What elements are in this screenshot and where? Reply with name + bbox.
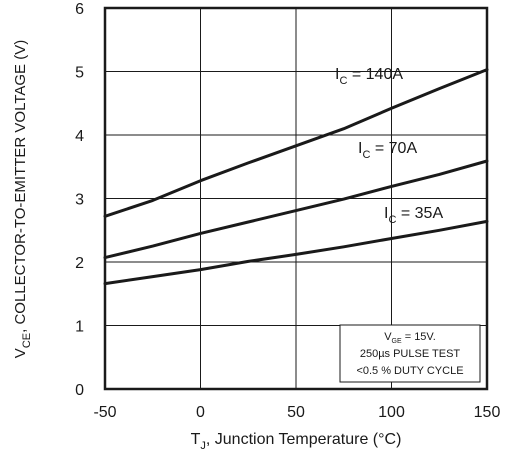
grid-lines: [105, 8, 487, 389]
x-tick-labels: -50 0 50 100 150: [93, 404, 500, 421]
y-tick-label: 4: [75, 128, 84, 145]
test-condition-pulse: 250µs PULSE TEST: [360, 348, 461, 360]
series-line-2: [103, 219, 489, 286]
y-tick-label: 1: [75, 319, 84, 336]
series-lines: [103, 68, 489, 286]
series-label-35a: IC = 35A: [384, 205, 443, 226]
x-tick-label: 150: [474, 404, 501, 421]
series-line-0: [103, 68, 489, 218]
y-tick-label: 6: [75, 1, 84, 18]
test-conditions-box: VGE = 15V. 250µs PULSE TEST <0.5 % DUTY …: [339, 324, 481, 383]
series-line-1: [103, 159, 489, 260]
y-tick-label: 2: [75, 255, 84, 272]
series-label-140a: IC = 140A: [335, 66, 403, 87]
x-tick-label: 0: [196, 404, 205, 421]
y-axis-title: VCE, COLLECTOR-TO-EMITTER VOLTAGE (V): [12, 40, 33, 358]
x-tick-label: 50: [287, 404, 305, 421]
y-tick-label: 3: [75, 192, 84, 209]
test-condition-duty: <0.5 % DUTY CYCLE: [356, 365, 463, 377]
y-tick-label: 0: [75, 382, 84, 399]
x-axis-title: TJ, Junction Temperature (°C): [191, 431, 402, 452]
series-label-70a: IC = 70A: [358, 140, 417, 161]
test-conditions-frame: [339, 324, 481, 383]
x-tick-label: -50: [93, 404, 116, 421]
plot-area-frame: [103, 6, 489, 391]
y-tick-label: 5: [75, 65, 84, 82]
x-tick-label: 100: [378, 404, 405, 421]
y-tick-labels: 0 1 2 3 4 5 6: [75, 1, 84, 399]
series-labels: IC = 140A IC = 70A IC = 35A: [335, 66, 443, 226]
test-condition-vge: VGE = 15V.: [384, 331, 436, 345]
